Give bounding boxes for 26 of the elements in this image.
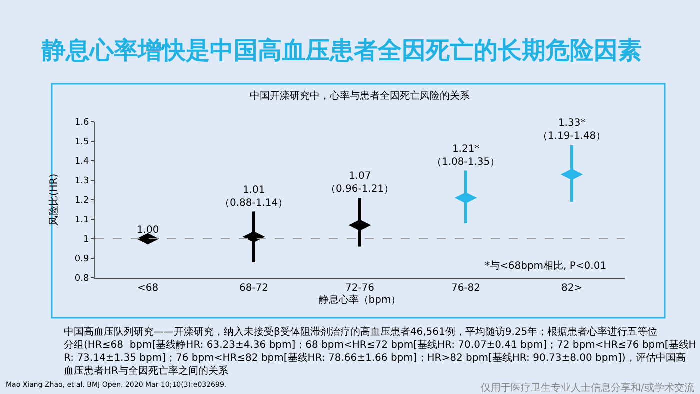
y-axis-title: 风险比(HR) [48, 174, 60, 226]
data-label: 1.33* （1.19-1.48） [538, 118, 606, 142]
text: 中国高血压队列研究——开滦研究，纳入未接受β受体阻滞剂治疗的高血压患者46,561例，平均随访9.25年；根据患者心率进行五等位分组(HR≤68 bpm[基线静HR: 63.23±4.36 bpm]；68 bpm<HR≤72 bpm[基线HR: 70.07±0.41 bpm]；72 bpm<HR≤76 bpm[基线HR: 73.14±1.35 bpm]；76 bpm<HR≤82 bpm[基线HR: 78.66±1.66 bpm]；HR>82 bpm[基线HR: 90.73±8.00 bpm])，评估中国高血压患者HR与全因死亡率之间的关系 [64, 327, 696, 377]
data-label: 1.21* （1.08-1.35） [432, 144, 500, 168]
chart-subtitle: 中国开滦研究中，心率与患者全因死亡风险的关系 [250, 90, 470, 102]
x-tick-label: 76-82 [451, 283, 481, 294]
y-tick-label: 1 [83, 235, 90, 246]
x-tick-label: 82> [561, 283, 583, 294]
x-tick-label: <68 [137, 283, 159, 294]
y-tick-label: 1.5 [74, 138, 90, 148]
y-tick-label: 0.8 [74, 274, 90, 284]
x-tick-label: 68-72 [239, 283, 269, 294]
data-label: 1.00 [137, 225, 160, 236]
annotation: *与<68bpm相比, P<0.01 [485, 260, 607, 272]
y-tick-label: 0.9 [74, 254, 90, 265]
text: 仅用于医疗卫生专业人士信息分享和/或学术交流 [481, 382, 694, 394]
x-axis-title: 静息心率（bpm） [318, 294, 402, 306]
y-tick-label: 1.1 [74, 216, 90, 226]
chart-title: 静息心率增快是中国高血压患者全因死亡的长期危险因素 [41, 36, 642, 64]
y-tick-label: 1.6 [74, 118, 90, 128]
y-tick-label: 1.3 [74, 176, 90, 187]
x-tick-label: 72-76 [345, 283, 375, 294]
y-tick-label: 1.4 [74, 157, 90, 168]
data-label: 1.01 （0.88-1.14） [220, 185, 288, 209]
data-label: 1.07 （0.96-1.21） [326, 171, 394, 195]
y-tick-label: 1.2 [74, 196, 90, 206]
